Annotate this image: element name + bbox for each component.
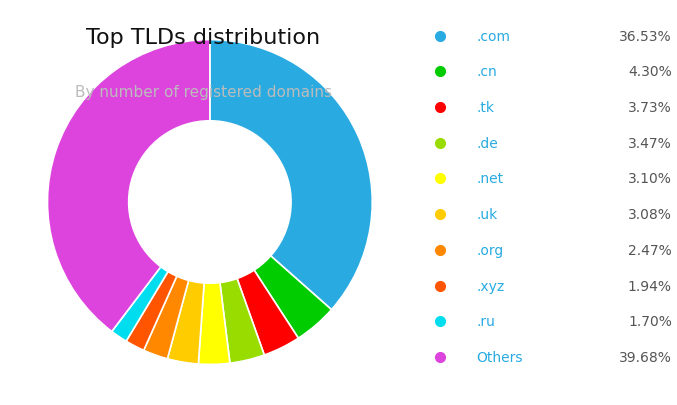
Text: 4.30%: 4.30% xyxy=(628,65,672,79)
Text: 3.47%: 3.47% xyxy=(628,136,672,150)
Wedge shape xyxy=(47,40,210,332)
Text: By number of registered domains: By number of registered domains xyxy=(74,85,332,100)
Wedge shape xyxy=(210,40,372,310)
Text: .uk: .uk xyxy=(477,208,498,222)
Wedge shape xyxy=(126,272,177,350)
Text: 1.94%: 1.94% xyxy=(628,279,672,293)
Wedge shape xyxy=(220,279,264,363)
Text: .com: .com xyxy=(477,30,510,43)
Text: 3.73%: 3.73% xyxy=(628,101,672,115)
Wedge shape xyxy=(254,256,332,338)
Text: 2.47%: 2.47% xyxy=(628,243,672,257)
Text: .org: .org xyxy=(477,243,504,257)
Text: 1.70%: 1.70% xyxy=(628,315,672,328)
Text: .xyz: .xyz xyxy=(477,279,504,293)
Text: .ru: .ru xyxy=(477,315,495,328)
Text: 3.10%: 3.10% xyxy=(628,172,672,186)
Wedge shape xyxy=(167,281,204,364)
Text: .de: .de xyxy=(477,136,498,150)
Wedge shape xyxy=(144,277,189,359)
Text: .net: .net xyxy=(477,172,504,186)
Text: 3.08%: 3.08% xyxy=(628,208,672,222)
Text: Top TLDs distribution: Top TLDs distribution xyxy=(86,28,320,48)
Wedge shape xyxy=(237,271,299,355)
Text: Others: Others xyxy=(477,350,523,364)
Text: 39.68%: 39.68% xyxy=(619,350,672,364)
Wedge shape xyxy=(198,283,230,364)
Wedge shape xyxy=(112,267,168,341)
Text: 36.53%: 36.53% xyxy=(619,30,672,43)
Text: .cn: .cn xyxy=(477,65,497,79)
Text: .tk: .tk xyxy=(477,101,494,115)
